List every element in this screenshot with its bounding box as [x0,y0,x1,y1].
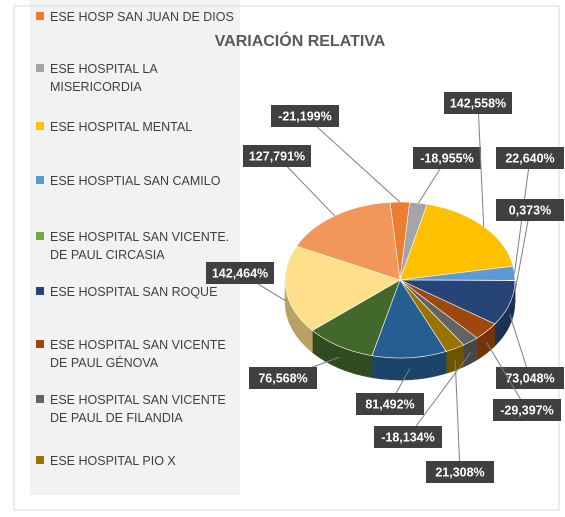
legend-item: ESE HOSPITAL SAN VICENTE DE PAUL DE FILA… [36,391,246,427]
legend-swatch [36,456,44,464]
legend-item: ESE HOSPITAL SAN ROQUE [36,283,246,301]
data-label-box [249,367,317,389]
legend-item: ESE HOSPTIAL SAN CAMILO [36,172,246,190]
legend-swatch [36,395,44,403]
legend-item: ESE HOSPITAL SAN VICENTE. DE PAUL CIRCAS… [36,228,246,264]
legend-item: ESE HOSPITAL SAN VICENTE DE PAUL GÉNOVA [36,336,246,372]
data-label: -21,199% [278,109,332,123]
data-label: 73,048% [505,371,554,385]
data-label-box [206,262,274,284]
data-label: 142,464% [212,266,268,280]
data-label: 21,308% [435,465,484,479]
data-label: 76,568% [258,371,307,385]
chart-border [13,5,560,511]
legend-item: ESE HOSPITAL PIO X [36,452,246,470]
data-label: -18,134% [381,430,435,444]
data-label-box [493,399,561,421]
leader-line [514,209,531,292]
legend-swatch [36,287,44,295]
slice [295,201,401,281]
data-label-box [243,145,311,167]
data-label-box [444,92,512,114]
legend-item: ESE HOSP SAN JUAN DE DIOS [36,8,246,26]
data-label: 0,373% [509,203,551,217]
leader-line [486,342,528,411]
legend: ESE HOSP SAN JUAN DE DIOS ESE HOSPITAL LA… [30,0,240,495]
legend-label: ESE HOSPITAL LA MISERICORDIA [50,62,157,94]
data-label-box [496,199,564,221]
data-label: -29,397% [500,403,554,417]
leader-line [454,359,461,473]
legend-swatch [36,64,44,72]
legend-label: ESE HOSPTIAL SAN CAMILO [50,174,221,188]
data-label-box [496,367,564,389]
leader-line [304,115,401,203]
pie-tops [284,201,516,359]
legend-item: ESE HOSPITAL LA MISERICORDIA [36,60,246,96]
legend-swatch [36,12,44,20]
leader-line [407,352,471,438]
legend-label: ESE HOSPITAL PIO X [50,454,176,468]
legend-label: ESE HOSPITAL SAN VICENTE DE PAUL DE FILA… [50,393,226,425]
slice [371,279,447,359]
data-label-box [413,147,481,169]
data-label: 127,791% [249,149,305,163]
legend-label: ESE HOSPITAL MENTAL [50,120,193,134]
legend-label: ESE HOSP SAN JUAN DE DIOS [50,10,234,24]
legend-swatch [36,232,44,240]
legend-swatch [36,176,44,184]
data-label-box [356,393,424,415]
data-label: 22,640% [505,151,554,165]
data-label-box [426,461,494,483]
leader-line [477,102,485,227]
data-label-box [374,426,442,448]
data-label: 142,558% [450,96,506,110]
legend-label: ESE HOSPITAL SAN VICENTE. DE PAUL CIRCAS… [50,230,230,262]
data-label-box [496,147,564,169]
legend-item: ESE HOSPITAL MENTAL [36,118,246,136]
data-label: 81,492% [365,397,414,411]
chart-title: VARIACIÓN RELATIVA [215,31,386,50]
data-label: -18,955% [420,151,474,165]
data-label-box [271,105,339,127]
legend-swatch [36,340,44,348]
slice [399,203,514,281]
legend-label: ESE HOSPITAL SAN ROQUE [50,285,218,299]
pie-sides [284,279,516,381]
slice [284,245,401,331]
legend-swatch [36,122,44,130]
legend-label: ESE HOSPITAL SAN VICENTE DE PAUL GÉNOVA [50,338,226,370]
